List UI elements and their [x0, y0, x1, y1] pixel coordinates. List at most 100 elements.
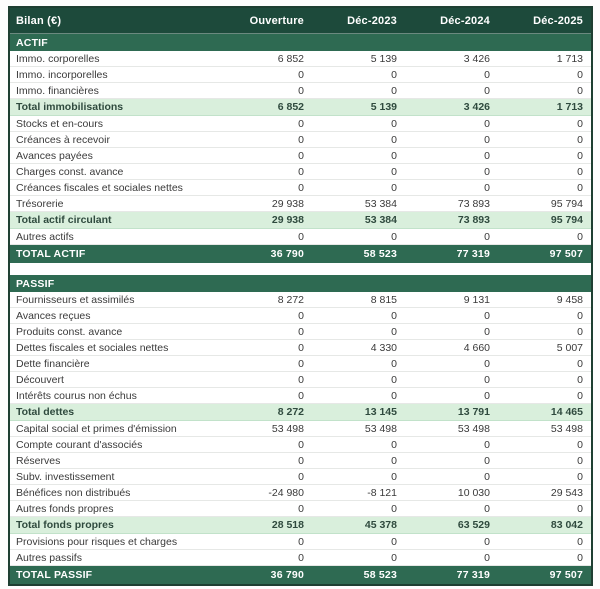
table-row: Dettes fiscales et sociales nettes 0 4 330… [10, 340, 591, 356]
table-row: Autres passifs 0 0 0 0 [10, 550, 591, 566]
table-row: Fournisseurs et assimilés 8 272 8 815 9 131… [10, 292, 591, 308]
row-label: Immo. financières [16, 84, 99, 97]
row-value: 0 [577, 551, 583, 564]
subtotal-row: Total immobilisations 6 852 5 139 3 426 1 71… [10, 99, 591, 116]
row-label: Découvert [16, 373, 64, 386]
table-row: Immo. financières 0 0 0 0 [10, 83, 591, 99]
row-value: 73 893 [457, 197, 490, 210]
row-label: Dettes fiscales et sociales nettes [16, 341, 169, 354]
row-value: 97 507 [549, 569, 583, 581]
row-value: 58 523 [363, 569, 397, 581]
row-value: 0 [577, 230, 583, 243]
row-value: 3 426 [463, 52, 490, 65]
row-label: Total fonds propres [16, 519, 114, 531]
row-value: 5 007 [556, 341, 583, 354]
row-value: 0 [298, 84, 304, 97]
table-row: Capital social et primes d'émission 53 49… [10, 421, 591, 437]
table-row: Charges const. avance 0 0 0 0 [10, 164, 591, 180]
row-value: 0 [298, 502, 304, 515]
row-value: 0 [391, 149, 397, 162]
row-value: 0 [391, 357, 397, 370]
row-value: 53 498 [364, 422, 397, 435]
row-value: 0 [298, 454, 304, 467]
row-value: 0 [577, 149, 583, 162]
row-value: 0 [484, 373, 490, 386]
row-value: 0 [298, 181, 304, 194]
row-value: 0 [577, 68, 583, 81]
row-value: 0 [577, 181, 583, 194]
row-label: Créances à recevoir [16, 133, 110, 146]
row-value: 0 [391, 373, 397, 386]
row-value: 0 [298, 470, 304, 483]
row-value: 14 465 [550, 406, 583, 418]
row-label: Avances payées [16, 149, 93, 162]
table-row: Dette financière 0 0 0 0 [10, 356, 591, 372]
row-value: 0 [577, 133, 583, 146]
row-value: 0 [298, 149, 304, 162]
row-value: 53 384 [364, 197, 397, 210]
row-value: 0 [391, 181, 397, 194]
table-row: Immo. corporelles 6 852 5 139 3 426 1 713 [10, 51, 591, 67]
row-value: 0 [484, 165, 490, 178]
row-value: 0 [391, 309, 397, 322]
table-row: Créances à recevoir 0 0 0 0 [10, 132, 591, 148]
column-header-dec-2024: Déc-2024 [440, 14, 490, 27]
row-value: 36 790 [270, 248, 304, 260]
table-row: Avances payées 0 0 0 0 [10, 148, 591, 164]
row-value: 5 139 [370, 52, 397, 65]
total-row: TOTAL PASSIF 36 790 58 523 77 319 97 507 [10, 566, 591, 584]
row-value: 0 [577, 470, 583, 483]
row-value: 0 [484, 438, 490, 451]
table-row: Produits const. avance 0 0 0 0 [10, 324, 591, 340]
section-header-passif: PASSIF [10, 275, 591, 292]
row-value: 0 [391, 535, 397, 548]
row-value: 0 [577, 454, 583, 467]
row-value: 0 [298, 68, 304, 81]
total-row: TOTAL ACTIF 36 790 58 523 77 319 97 507 [10, 245, 591, 263]
row-label: Trésorerie [16, 197, 64, 210]
row-value: 0 [484, 502, 490, 515]
row-label: Produits const. avance [16, 325, 123, 338]
table-row: Réserves 0 0 0 0 [10, 453, 591, 469]
row-value: 4 330 [370, 341, 397, 354]
row-value: 53 498 [271, 422, 304, 435]
row-label: Total dettes [16, 406, 75, 418]
row-label: Total actif circulant [16, 214, 112, 226]
row-value: 1 713 [556, 101, 583, 113]
row-value: 8 272 [277, 406, 304, 418]
row-label: Autres actifs [16, 230, 74, 243]
table-row: Créances fiscales et sociales nettes 0 0 0 0 [10, 180, 591, 196]
row-value: 0 [484, 149, 490, 162]
row-label: TOTAL PASSIF [16, 569, 93, 581]
row-value: 0 [577, 117, 583, 130]
row-label: Immo. corporelles [16, 52, 100, 65]
row-value: 95 794 [550, 214, 583, 226]
row-label: Provisions pour risques et charges [16, 535, 178, 548]
row-value: 77 319 [456, 569, 490, 581]
row-value: 73 893 [457, 214, 490, 226]
table-row: Subv. investissement 0 0 0 0 [10, 469, 591, 485]
row-label: Immo. incorporelles [16, 68, 108, 81]
row-value: 8 815 [370, 293, 397, 306]
row-value: 0 [391, 165, 397, 178]
section-header-label: PASSIF [16, 277, 55, 290]
row-value: 0 [391, 502, 397, 515]
balance-sheet-table: Bilan (€) Ouverture Déc-2023 Déc-2024 Dé… [8, 6, 593, 586]
row-value: 0 [298, 438, 304, 451]
row-value: 0 [391, 84, 397, 97]
row-label: Stocks et en-cours [16, 117, 103, 130]
row-value: 0 [391, 133, 397, 146]
row-value: 4 660 [463, 341, 490, 354]
column-header-dec-2023: Déc-2023 [347, 14, 397, 27]
table-row: Trésorerie 29 938 53 384 73 893 95 794 [10, 196, 591, 212]
row-value: 0 [391, 117, 397, 130]
subtotal-row: Total actif circulant 29 938 53 384 73 893 9… [10, 212, 591, 229]
subtotal-row: Total fonds propres 28 518 45 378 63 529 83 … [10, 517, 591, 534]
row-label: Charges const. avance [16, 165, 124, 178]
section-header-actif: ACTIF [10, 34, 591, 51]
row-value: 77 319 [456, 248, 490, 260]
row-value: 0 [484, 309, 490, 322]
row-value: 0 [577, 325, 583, 338]
row-value: 0 [484, 68, 490, 81]
